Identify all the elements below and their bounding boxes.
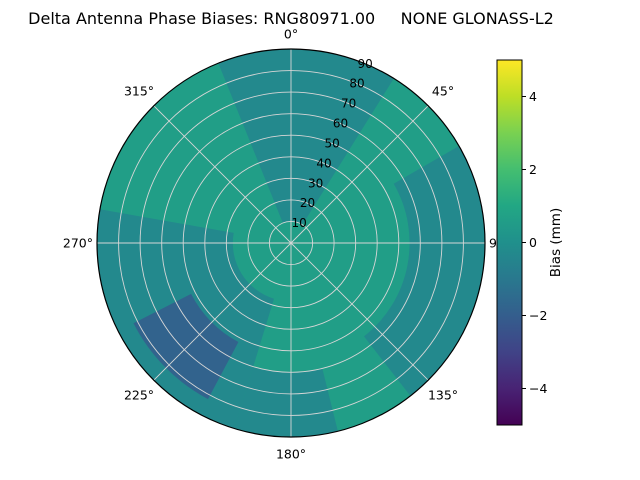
r-tick-label: 90 xyxy=(358,57,373,71)
r-tick-label: 60 xyxy=(333,117,348,131)
r-tick-label: 70 xyxy=(341,97,356,111)
r-tick-label: 20 xyxy=(300,196,315,210)
colorbar-tick-label: −4 xyxy=(529,381,547,396)
grid-spoke xyxy=(153,242,292,381)
grid-spoke xyxy=(290,105,429,244)
grid-spoke xyxy=(153,105,292,244)
colorbar-tick-label: −2 xyxy=(529,308,547,323)
theta-tick-label: 0° xyxy=(284,27,298,42)
colorbar-axis-label: Bias (mm) xyxy=(548,208,564,277)
colorbar-gradient xyxy=(496,59,523,426)
theta-tick-label: 135° xyxy=(428,388,458,403)
colorbar-tick-label: 4 xyxy=(529,89,537,104)
colorbar: −4 −2 0 2 4 Bias (mm) xyxy=(496,59,564,426)
theta-tick-label: 225° xyxy=(124,388,154,403)
colorbar-tick-label: 0 xyxy=(529,235,537,250)
contour-region-bottom-notch-darker xyxy=(234,366,338,437)
contour-region-top-wedge-darker xyxy=(218,49,394,225)
grid-spoke xyxy=(290,242,429,381)
r-tick-label: 40 xyxy=(316,156,331,170)
contour-region-right-edge-darker xyxy=(364,146,485,396)
r-tick-labels: 10 20 30 40 50 60 70 80 90 xyxy=(292,57,373,230)
r-tick-label: 10 xyxy=(292,216,307,230)
contour-region-lower-left-blue-patch xyxy=(133,293,239,400)
chart-title: Delta Antenna Phase Biases: RNG80971.00 … xyxy=(28,9,554,28)
theta-tick-label: 180° xyxy=(276,447,306,462)
r-tick-label: 30 xyxy=(308,176,323,190)
polar-axis-border xyxy=(96,48,486,438)
theta-tick-label: 315° xyxy=(124,84,154,99)
theta-tick-label: 270° xyxy=(63,236,93,251)
polar-grid xyxy=(97,49,485,437)
colorbar-tick-label: 2 xyxy=(529,162,537,177)
r-tick-label: 80 xyxy=(349,77,364,91)
theta-tick-labels: 0° 45° 90 135° 180° 225° 270° 315° xyxy=(63,27,505,462)
r-tick-label: 50 xyxy=(325,136,340,150)
theta-tick-label: 45° xyxy=(432,84,454,99)
